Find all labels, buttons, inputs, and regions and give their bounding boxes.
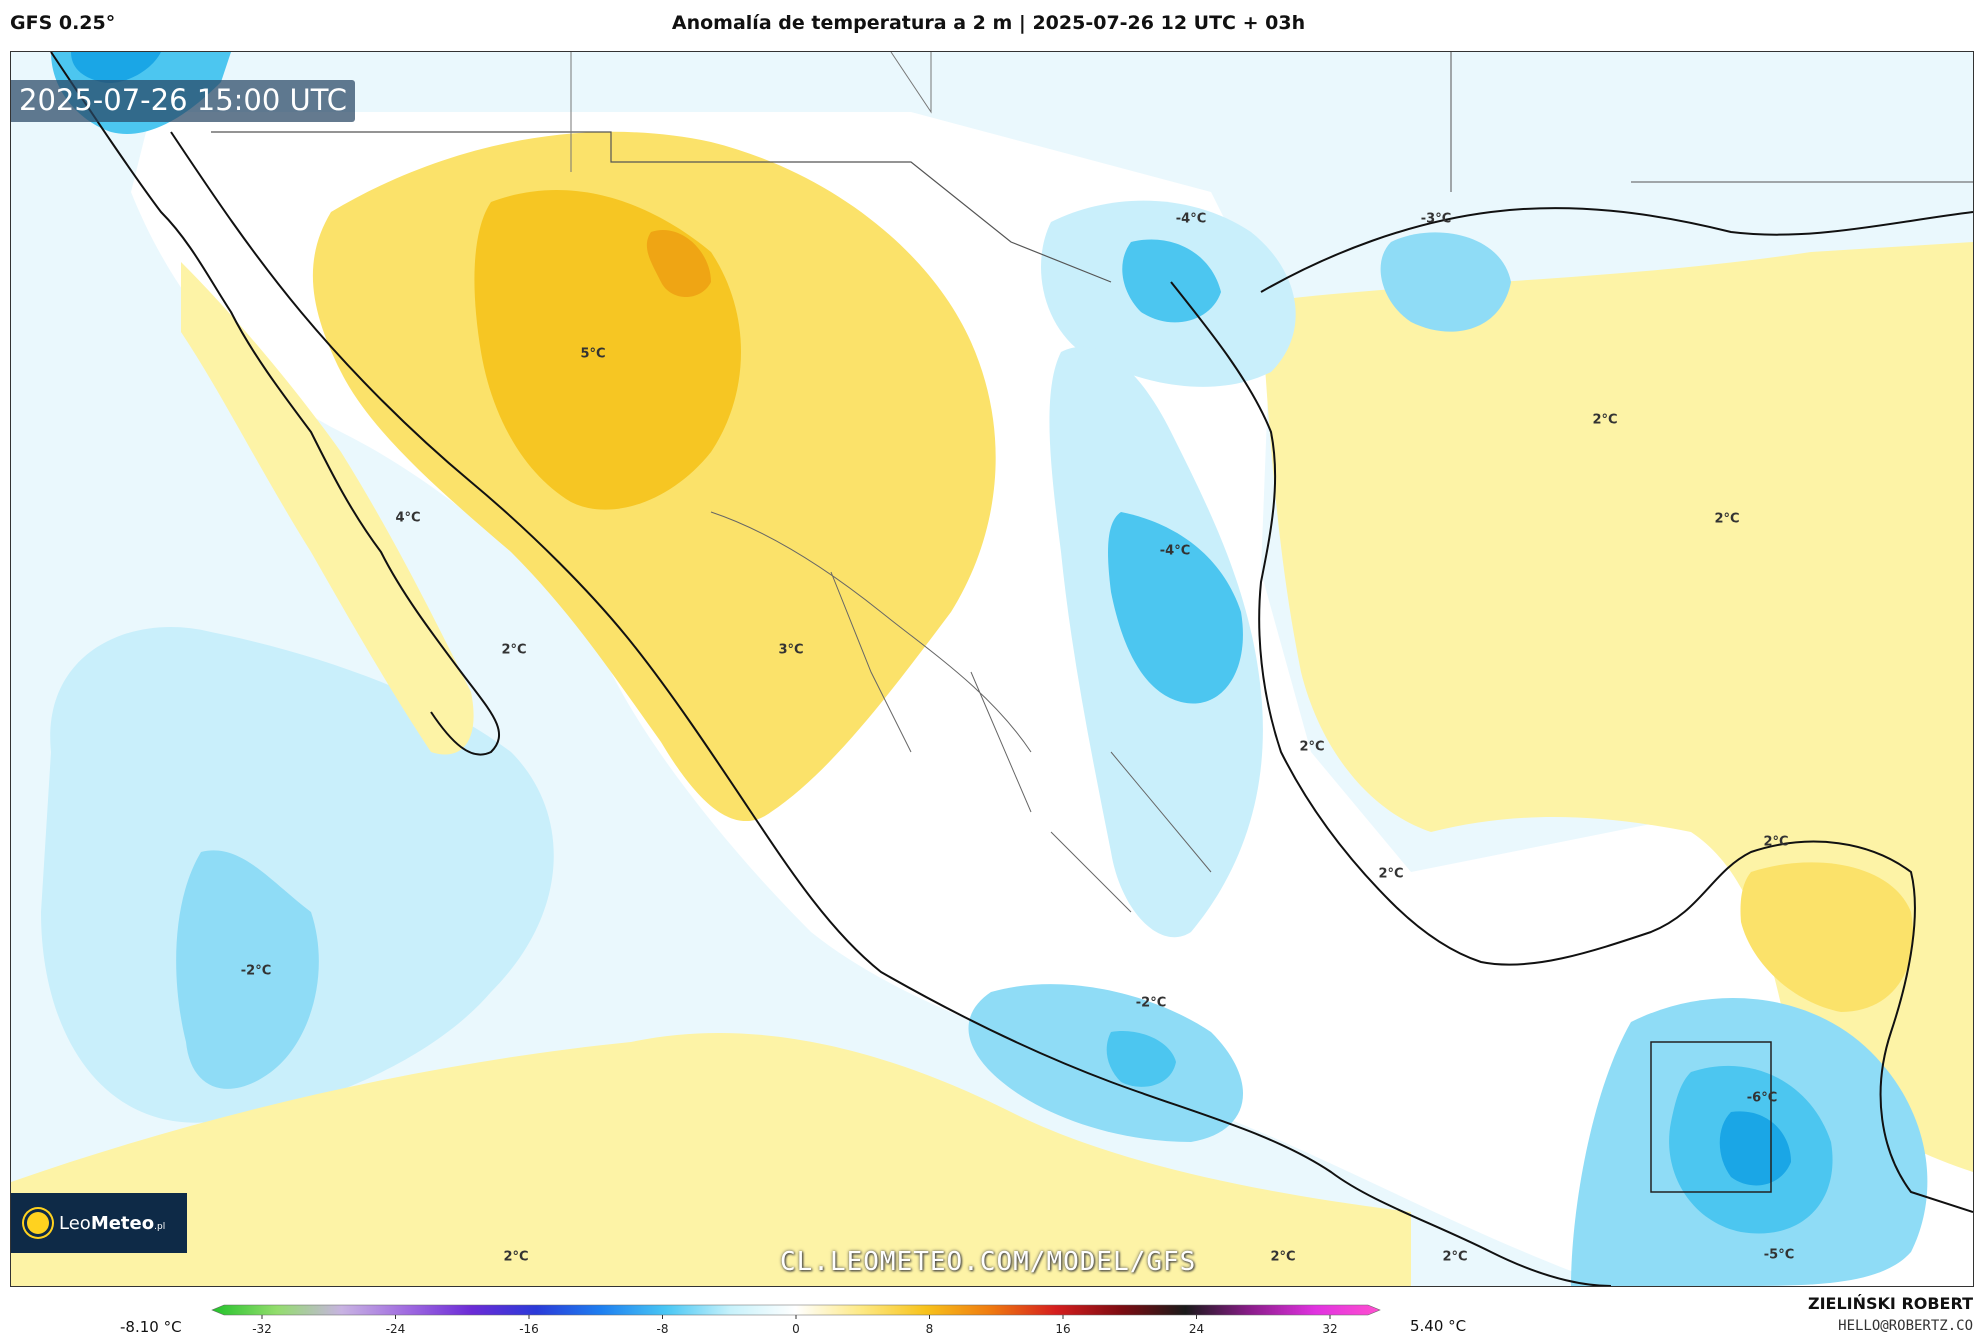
- contour-label: -3°C: [1420, 211, 1452, 227]
- map-title: Anomalía de temperatura a 2 m | 2025-07-…: [671, 12, 1306, 34]
- colorbar-tick-label: 0: [792, 1322, 800, 1336]
- contour-label: -4°C: [1175, 211, 1207, 227]
- sun-icon: [27, 1212, 49, 1234]
- logo-text: LeoMeteo.pl: [59, 1212, 166, 1234]
- colorbar: -32 -24 -16 -8 0 8 16 24 32: [211, 1304, 1381, 1336]
- colorbar-tick-label: -32: [252, 1322, 272, 1336]
- colorbar-tick-label: 24: [1189, 1322, 1204, 1336]
- contour-label: 4°C: [395, 510, 421, 526]
- model-name: GFS 0.25°: [10, 12, 116, 34]
- contour-label: -6°C: [1746, 1090, 1778, 1106]
- map-panel[interactable]: 2025-07-26 15:00 UTC 5°C 4°C 3°C 2°C -4°…: [10, 51, 1974, 1287]
- contour-label: 2°C: [1763, 834, 1789, 850]
- anomaly-field: [11, 52, 1973, 1286]
- leometeo-logo[interactable]: LeoMeteo.pl: [11, 1193, 187, 1253]
- contour-label: 2°C: [1714, 511, 1740, 527]
- colorbar-tick-label: 16: [1055, 1322, 1070, 1336]
- contour-label: 5°C: [580, 346, 606, 362]
- contour-label: 2°C: [501, 642, 527, 658]
- colorbar-tick-label: 8: [926, 1322, 934, 1336]
- contour-label: -4°C: [1159, 543, 1191, 559]
- contour-label: -5°C: [1763, 1247, 1795, 1263]
- contour-label: 3°C: [778, 642, 804, 658]
- colorbar-tick-label: -24: [386, 1322, 406, 1336]
- colorbar-gradient: [211, 1304, 1381, 1316]
- contour-label: 2°C: [1592, 412, 1618, 428]
- author-name: ZIELIŃSKI ROBERT: [1807, 1294, 1973, 1313]
- colorbar-max-label: 5.40 °C: [1410, 1317, 1467, 1335]
- contour-label: 2°C: [1378, 866, 1404, 882]
- timestamp-badge: 2025-07-26 15:00 UTC: [11, 80, 356, 122]
- contour-label: -2°C: [240, 963, 272, 979]
- contour-label: 2°C: [1442, 1249, 1468, 1265]
- colorbar-tick-label: 32: [1322, 1322, 1337, 1336]
- colorbar-tick-label: -8: [657, 1322, 669, 1336]
- contour-label: 2°C: [1299, 739, 1325, 755]
- contour-label: -2°C: [1135, 995, 1167, 1011]
- colorbar-tick-label: -16: [519, 1322, 539, 1336]
- author-email[interactable]: HELLO@ROBERTZ.CO: [1838, 1318, 1973, 1334]
- colorbar-min-label: -8.10 °C: [120, 1318, 182, 1336]
- contour-label: 2°C: [1270, 1249, 1296, 1265]
- source-watermark: CL.LEOMETEO.COM/MODEL/GFS: [780, 1247, 1197, 1277]
- contour-label: 2°C: [503, 1249, 529, 1265]
